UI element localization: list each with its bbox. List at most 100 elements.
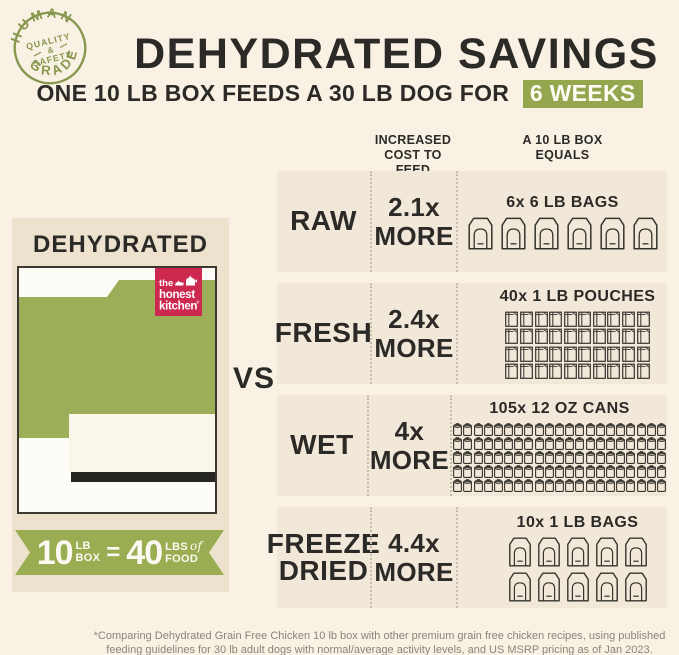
can-icon bbox=[514, 422, 524, 436]
subtitle-text: ONE 10 LB BOX FEEDS A 30 LB DOG FOR bbox=[36, 80, 510, 106]
can-icon bbox=[504, 450, 514, 464]
row-label-line: FRESH bbox=[274, 317, 373, 349]
product-box-image: the honest kitchen ® bbox=[17, 266, 217, 514]
row-equivalent-content: 105x 12 OZ CANS bbox=[452, 400, 667, 492]
bag-small-icon bbox=[594, 537, 620, 567]
comparison-rows: RAW 2.1x MORE 6x 6 LB BAGS FRESH 2.4x MORE 40x… bbox=[267, 171, 667, 619]
ribbon-num1: 10 bbox=[36, 533, 73, 572]
can-icon bbox=[656, 422, 666, 436]
can-icon bbox=[656, 464, 666, 478]
can-icon bbox=[463, 436, 473, 450]
pouch-icon bbox=[534, 363, 548, 380]
can-icon bbox=[595, 422, 605, 436]
row-equivalent-content: 10x 1 LB BAGS bbox=[506, 514, 650, 602]
can-icon bbox=[514, 436, 524, 450]
can-icon bbox=[453, 422, 463, 436]
can-icon bbox=[585, 436, 595, 450]
bag-large-icon bbox=[598, 217, 627, 250]
pouch-icon bbox=[505, 363, 519, 380]
can-icon bbox=[453, 450, 463, 464]
can-icon bbox=[575, 478, 585, 492]
box-art-green-column bbox=[19, 414, 69, 438]
bag-large-icon bbox=[499, 217, 528, 250]
can-icon bbox=[626, 464, 636, 478]
box-art-green-main bbox=[19, 297, 215, 414]
can-icon bbox=[605, 436, 615, 450]
pouch-icon bbox=[578, 363, 592, 380]
ribbon-unit2: LBS of FOOD bbox=[165, 540, 202, 565]
bag-small-icon bbox=[507, 572, 533, 602]
pouch-icon bbox=[563, 346, 577, 362]
can-icon bbox=[555, 478, 564, 492]
equivalence-ribbon: 10 LB BOX = 40 LBS of FOOD bbox=[15, 530, 224, 575]
can-icon bbox=[575, 464, 585, 478]
can-icon bbox=[524, 478, 534, 492]
comparison-row-raw: RAW 2.1x MORE 6x 6 LB BAGS bbox=[277, 171, 667, 272]
can-icon bbox=[646, 436, 656, 450]
bag-small-icon bbox=[565, 572, 591, 602]
can-icon bbox=[524, 464, 534, 478]
multiplier-more-label: MORE bbox=[374, 556, 454, 587]
can-icon bbox=[463, 464, 473, 478]
can-icon bbox=[463, 422, 473, 436]
multiplier-value: 4x bbox=[394, 416, 425, 447]
honest-kitchen-logo-icon: the honest kitchen ® bbox=[155, 268, 202, 316]
column-header-cost-line1: INCREASED bbox=[374, 133, 452, 147]
bag-large-icon bbox=[466, 217, 495, 250]
bag-small-icon bbox=[536, 537, 562, 567]
can-icon bbox=[636, 478, 646, 492]
can-icon bbox=[636, 464, 646, 478]
can-icon bbox=[656, 478, 666, 492]
can-icon bbox=[595, 450, 605, 464]
can-icon bbox=[544, 464, 554, 478]
can-icon bbox=[473, 478, 483, 492]
can-icon bbox=[626, 478, 636, 492]
pouch-icon bbox=[622, 346, 635, 362]
can-icon bbox=[595, 478, 605, 492]
pouch-icon bbox=[505, 328, 519, 345]
row-label: RAW bbox=[277, 171, 370, 272]
pouch-icon bbox=[534, 311, 548, 327]
can-icon bbox=[585, 478, 595, 492]
row-equivalent: 40x 1 LB POUCHES bbox=[458, 283, 667, 384]
can-icon bbox=[626, 450, 636, 464]
multiplier-value: 2.4x bbox=[388, 304, 440, 335]
can-icon bbox=[555, 436, 564, 450]
can-icon bbox=[473, 464, 483, 478]
dog-icon bbox=[186, 275, 197, 286]
row-equivalent-content: 40x 1 LB POUCHES bbox=[500, 288, 656, 380]
can-icon bbox=[575, 436, 585, 450]
column-header-cost: INCREASED COST TO FEED bbox=[366, 133, 460, 178]
pouch-icon bbox=[607, 363, 621, 380]
can-icon bbox=[473, 422, 483, 436]
can-icon bbox=[605, 422, 615, 436]
can-icon bbox=[636, 422, 646, 436]
pouch-icon bbox=[534, 346, 548, 362]
icon-grid bbox=[452, 422, 667, 492]
multiplier-more-label: MORE bbox=[374, 332, 454, 363]
can-icon bbox=[616, 436, 626, 450]
can-icon bbox=[534, 436, 544, 450]
column-header-equals-line2: EQUALS bbox=[535, 148, 590, 162]
row-label: WET bbox=[277, 395, 367, 496]
can-icon bbox=[616, 464, 626, 478]
logo-line2: honest bbox=[159, 289, 195, 301]
can-icon bbox=[524, 422, 534, 436]
ribbon-unit2-bottom: FOOD bbox=[165, 552, 199, 565]
pouch-icon bbox=[563, 328, 577, 345]
can-icon bbox=[636, 450, 646, 464]
icon-grid bbox=[504, 311, 650, 380]
can-icon bbox=[616, 422, 626, 436]
page-title: DEHYDRATED SAVINGS bbox=[134, 30, 659, 78]
can-icon bbox=[565, 464, 575, 478]
comparison-row-fresh: FRESH 2.4x MORE 40x 1 LB POUCHES bbox=[274, 283, 667, 384]
can-icon bbox=[595, 436, 605, 450]
can-icon bbox=[605, 450, 615, 464]
pouch-icon bbox=[622, 363, 635, 380]
ribbon-unit1: LB BOX bbox=[76, 541, 101, 564]
can-icon bbox=[483, 436, 493, 450]
can-icon bbox=[504, 478, 514, 492]
human-grade-badge: HUMAN GRADE QUALITY & SAFETY bbox=[1, 0, 94, 92]
can-icon bbox=[565, 436, 575, 450]
row-label-line: RAW bbox=[290, 205, 357, 237]
